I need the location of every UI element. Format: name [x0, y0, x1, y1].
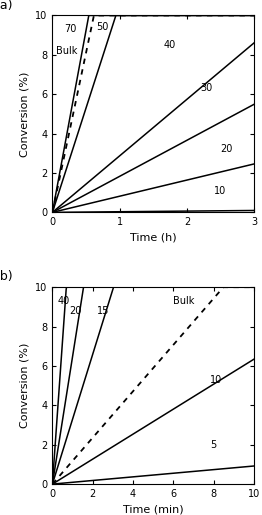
Text: 20: 20 — [221, 144, 233, 154]
Text: 10: 10 — [210, 375, 222, 385]
Text: 15: 15 — [97, 306, 109, 316]
X-axis label: Time (h): Time (h) — [130, 233, 177, 243]
Text: 50: 50 — [96, 22, 108, 32]
Text: Bulk: Bulk — [56, 46, 77, 56]
Text: (b): (b) — [0, 270, 14, 283]
Text: 20: 20 — [69, 306, 82, 316]
Y-axis label: Conversion (%): Conversion (%) — [20, 343, 30, 428]
Text: 5: 5 — [210, 440, 216, 450]
Text: 40: 40 — [163, 40, 176, 50]
Text: 70: 70 — [64, 24, 77, 34]
X-axis label: Time (min): Time (min) — [123, 505, 184, 514]
Text: Bulk: Bulk — [173, 296, 195, 306]
Y-axis label: Conversion (%): Conversion (%) — [20, 71, 30, 157]
Text: 10: 10 — [214, 186, 226, 196]
Text: 30: 30 — [200, 83, 212, 93]
Text: (a): (a) — [0, 0, 13, 11]
Text: 40: 40 — [57, 296, 70, 306]
